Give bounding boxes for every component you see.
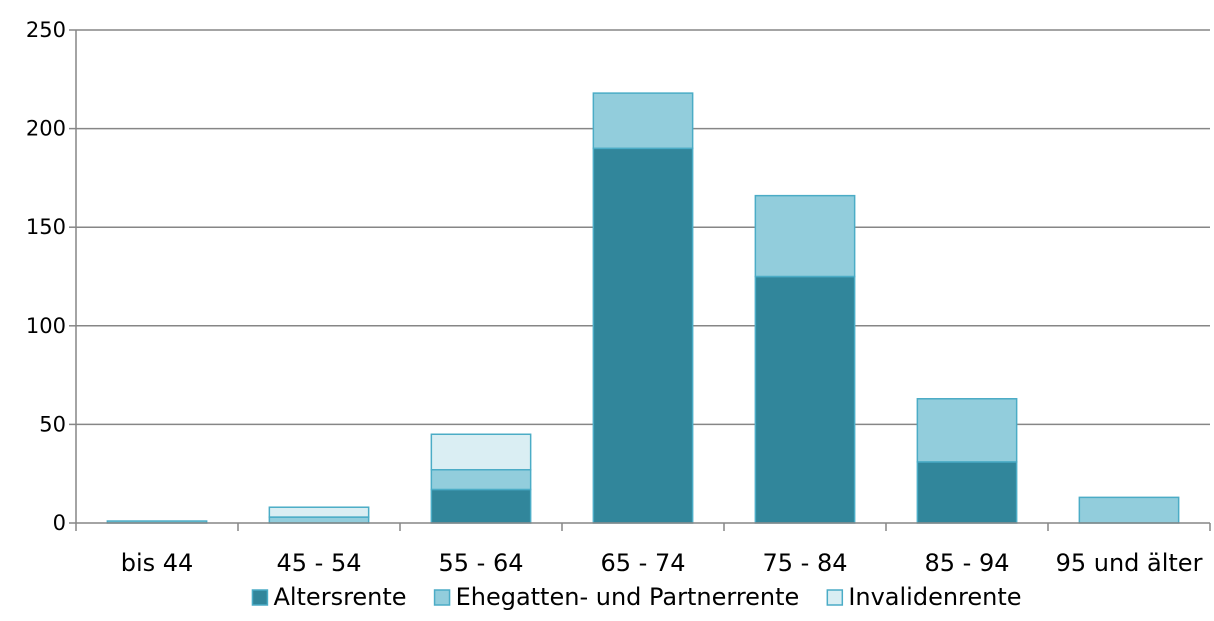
legend-swatch <box>433 589 451 606</box>
bar-segment <box>916 461 1018 524</box>
bar-segment <box>1078 496 1180 524</box>
legend-item: Invalidenrente <box>826 583 1022 611</box>
bar-segment <box>754 275 856 524</box>
bar-segment <box>268 516 370 524</box>
x-tick-label: 95 und älter <box>1056 549 1203 577</box>
y-tick-label: 150 <box>26 215 66 239</box>
x-tick-label: 45 - 54 <box>277 549 362 577</box>
legend-item: Ehegatten- und Partnerrente <box>433 583 800 611</box>
x-tick-label: 55 - 64 <box>439 549 524 577</box>
bar-segment <box>430 488 532 524</box>
bar-segment <box>916 398 1018 463</box>
x-tick-label: bis 44 <box>121 549 194 577</box>
legend-label: Altersrente <box>273 583 406 611</box>
bar-segment <box>592 92 694 150</box>
x-tick-label: 85 - 94 <box>925 549 1010 577</box>
y-tick-label: 0 <box>53 511 66 535</box>
legend-swatch <box>826 589 844 606</box>
legend: Altersrente Ehegatten- und Partnerrente In… <box>251 583 1022 611</box>
x-axis-tick-labels: bis 44 45 - 54 55 - 64 65 - 74 75 - 84 85 - 9… <box>121 549 1203 577</box>
bars <box>106 92 1180 524</box>
legend-item: Altersrente <box>251 583 407 611</box>
legend-label: Ehegatten- und Partnerrente <box>456 583 800 611</box>
y-axis-tick-labels: 0 50 100 150 200 250 <box>26 18 66 535</box>
bar-segment <box>754 194 856 278</box>
x-tick-label: 75 - 84 <box>763 549 848 577</box>
axes <box>69 29 1211 531</box>
x-tick-label: 65 - 74 <box>601 549 686 577</box>
y-tick-label: 250 <box>26 18 66 42</box>
y-tick-label: 200 <box>26 117 66 141</box>
bar-segment <box>268 506 370 518</box>
bar-segment <box>430 469 532 491</box>
legend-swatch <box>251 589 269 606</box>
y-tick-label: 50 <box>39 412 66 436</box>
legend-label: Invalidenrente <box>848 583 1021 611</box>
y-tick-label: 100 <box>26 314 66 338</box>
bar-segment <box>592 147 694 524</box>
bar-segment <box>430 433 532 471</box>
